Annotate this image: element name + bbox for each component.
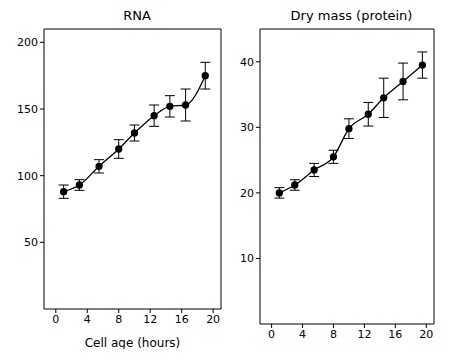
svg-text:20: 20 xyxy=(206,313,220,326)
svg-text:8: 8 xyxy=(115,313,122,326)
svg-text:16: 16 xyxy=(175,313,189,326)
svg-text:20: 20 xyxy=(240,187,254,200)
svg-text:0: 0 xyxy=(268,328,275,341)
svg-text:40: 40 xyxy=(240,56,254,69)
svg-text:0: 0 xyxy=(52,313,59,326)
svg-text:200: 200 xyxy=(17,36,38,49)
svg-text:150: 150 xyxy=(17,103,38,116)
svg-text:12: 12 xyxy=(357,328,371,341)
svg-text:Cell age (hours): Cell age (hours) xyxy=(85,336,181,349)
svg-text:4: 4 xyxy=(84,313,91,326)
svg-text:100: 100 xyxy=(17,170,38,183)
html-text:RNA: RNA xyxy=(123,8,151,23)
svg-text:16: 16 xyxy=(388,328,402,341)
svg-text:8: 8 xyxy=(330,328,337,341)
svg-text:30: 30 xyxy=(240,121,254,134)
svg-text:12: 12 xyxy=(143,313,157,326)
svg-text:50: 50 xyxy=(24,236,38,249)
svg-text:20: 20 xyxy=(419,328,433,341)
svg-text:4: 4 xyxy=(299,328,306,341)
html-text:Dry mass (protein): Dry mass (protein) xyxy=(290,8,413,23)
svg-text:10: 10 xyxy=(240,252,254,265)
